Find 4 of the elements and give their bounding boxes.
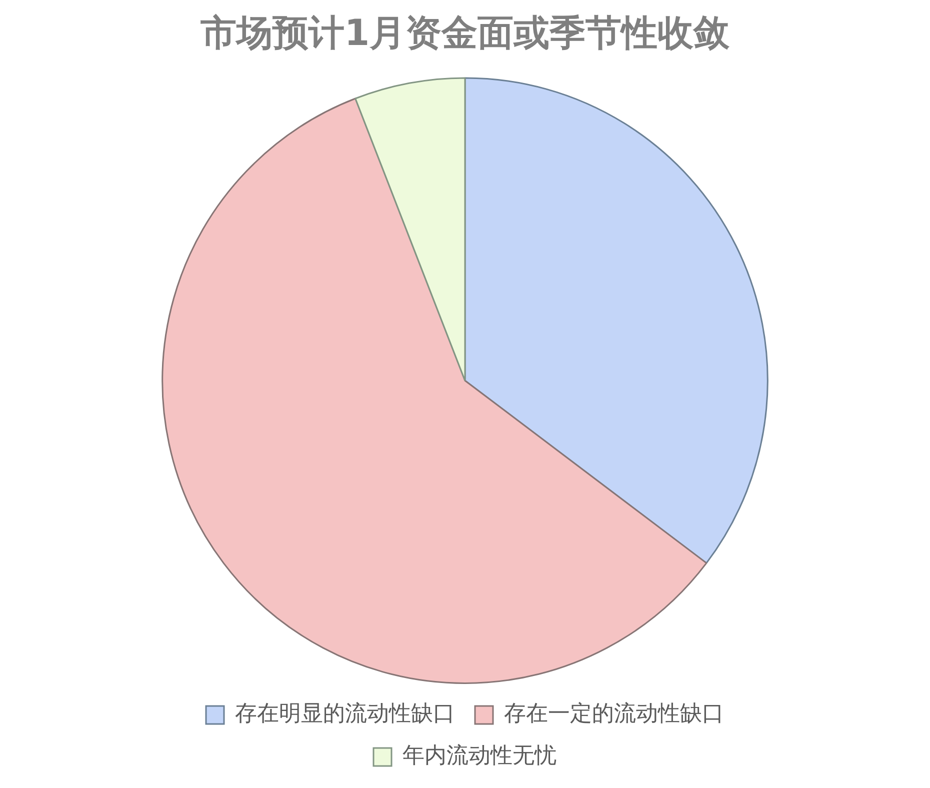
legend-label: 存在一定的流动性缺口 [504,702,724,727]
legend-label: 存在明显的流动性缺口 [235,702,455,727]
legend-label: 年内流动性无忧 [402,744,556,769]
chart-title: 市场预计1月资金面或季节性收敛 [200,12,731,54]
